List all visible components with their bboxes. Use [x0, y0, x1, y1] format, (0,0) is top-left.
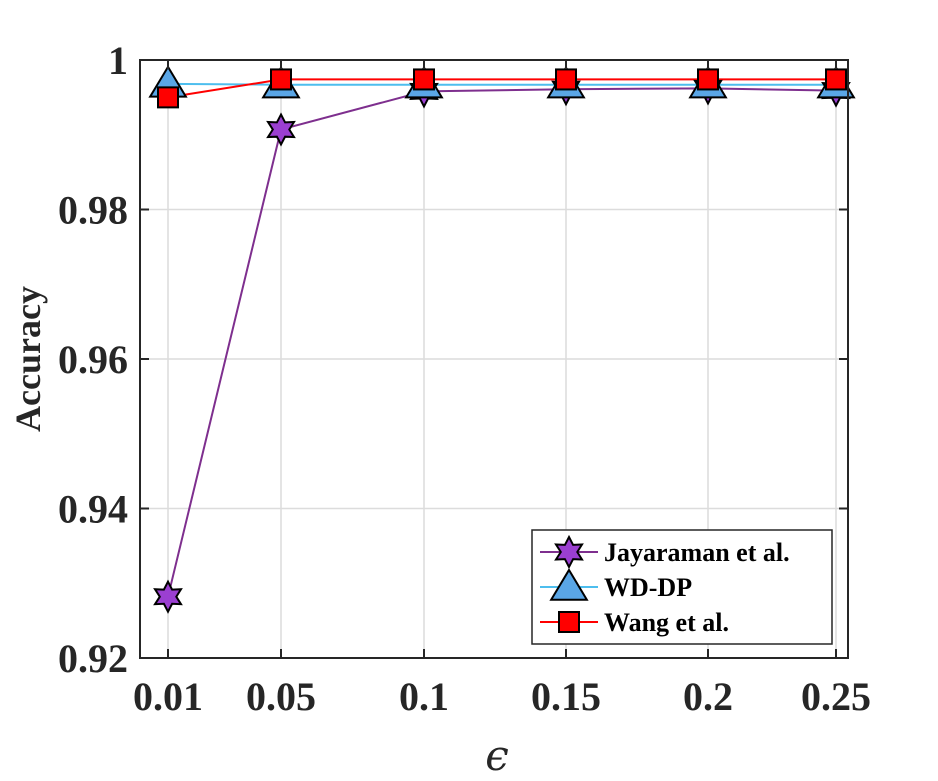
y-tick-label: 0.96: [58, 337, 128, 382]
legend-label: Wang et al.: [604, 608, 729, 637]
legend-label: WD-DP: [604, 573, 692, 602]
legend-marker: [558, 611, 580, 633]
y-axis-label: Accuracy: [8, 286, 48, 432]
series-line-jayaraman-et-al-: [167, 87, 837, 597]
data-point-wang-et-al: [825, 68, 847, 91]
legend-marker: [549, 568, 589, 601]
data-point-wang-et-al: [413, 68, 435, 91]
series-group: [148, 64, 856, 614]
x-tick-label: 0.1: [399, 674, 449, 719]
x-tick-label: 0.15: [531, 674, 601, 719]
x-tick-label: 0.05: [246, 674, 316, 719]
x-tick-label: 0.25: [801, 674, 871, 719]
data-point-jayaraman-et-al: [266, 112, 296, 147]
y-tick-label: 0.98: [58, 188, 128, 233]
series-line-wd-dp: [167, 82, 836, 86]
data-point-wang-et-al: [697, 68, 719, 91]
data-point-jayaraman-et-al: [153, 579, 183, 614]
axis-ticks: 0.01 0.05 0.1 0.15 0.2 0.25 0.92 0.94 0.96 0.98 1: [58, 38, 871, 719]
series-line-wang-et-al-: [167, 78, 836, 99]
legend-marker: [554, 534, 584, 570]
data-point-wang-et-al: [157, 86, 179, 109]
x-tick-label: 0.01: [133, 674, 203, 719]
x-tick-label: 0.2: [683, 674, 733, 719]
y-tick-label: 0.92: [58, 636, 128, 681]
data-point-wang-et-al: [555, 68, 577, 91]
legend-label: Jayaraman et al.: [604, 538, 790, 567]
data-point-wang-et-al: [270, 68, 292, 91]
legend: Jayaraman et al. WD-DP Wang et al.: [531, 529, 833, 645]
y-tick-label: 0.94: [58, 487, 128, 532]
y-tick-label: 1: [108, 38, 128, 83]
x-axis-label: ϵ: [485, 731, 509, 780]
